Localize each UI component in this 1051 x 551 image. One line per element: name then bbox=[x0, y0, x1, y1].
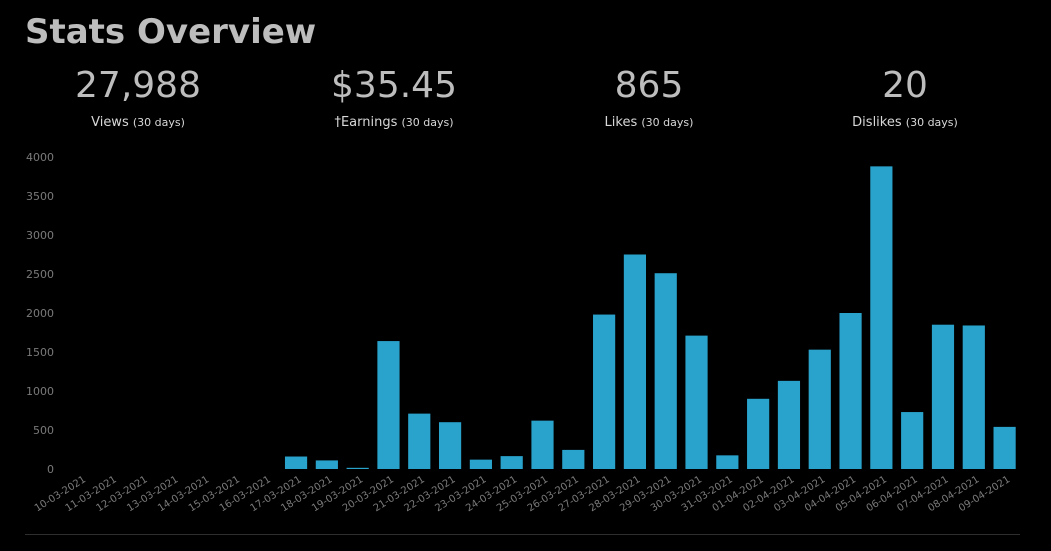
bar-20-03-2021 bbox=[377, 341, 400, 469]
y-tick-label: 3500 bbox=[26, 190, 54, 203]
dislikes-period: (30 days) bbox=[905, 116, 958, 129]
stat-dislikes: 20 Dislikes (30 days) bbox=[795, 62, 1015, 130]
bar-26-03-2021 bbox=[562, 449, 585, 469]
dislikes-caption: Dislikes (30 days) bbox=[795, 115, 1015, 130]
bar-05-04-2021 bbox=[870, 166, 893, 470]
y-tick-label: 1000 bbox=[26, 385, 54, 398]
y-tick-label: 2500 bbox=[26, 268, 54, 281]
bars bbox=[284, 166, 1016, 470]
likes-label: Likes bbox=[604, 115, 638, 130]
earnings-value: $35.45 bbox=[331, 65, 457, 106]
dislikes-label: Dislikes bbox=[852, 115, 902, 130]
y-tick-label: 2000 bbox=[26, 307, 54, 320]
y-tick-label: 4000 bbox=[26, 151, 54, 164]
bar-31-03-2021 bbox=[716, 455, 739, 469]
dislikes-value: 20 bbox=[882, 65, 928, 106]
y-tick-label: 0 bbox=[47, 463, 54, 476]
y-tick-label: 500 bbox=[33, 424, 54, 437]
bar-23-03-2021 bbox=[469, 459, 492, 469]
earnings-label: †Earnings bbox=[334, 115, 398, 130]
bar-22-03-2021 bbox=[438, 422, 462, 469]
bar-24-03-2021 bbox=[500, 456, 523, 469]
stat-likes: 865 Likes (30 days) bbox=[539, 62, 759, 130]
bar-02-04-2021 bbox=[777, 380, 801, 469]
bottom-divider bbox=[25, 534, 1020, 535]
bar-21-03-2021 bbox=[408, 413, 431, 469]
bar-19-03-2021 bbox=[346, 467, 369, 469]
y-axis: 0 500 1000 1500 2000 2500 3000 3500 4000 bbox=[26, 151, 54, 476]
views-value: 27,988 bbox=[75, 65, 201, 106]
bar-25-03-2021 bbox=[531, 420, 554, 469]
bar-17-03-2021 bbox=[284, 456, 308, 469]
views-period: (30 days) bbox=[132, 116, 185, 129]
bar-29-03-2021 bbox=[654, 273, 677, 469]
page-title: Stats Overview bbox=[25, 12, 317, 52]
earnings-caption: †Earnings (30 days) bbox=[284, 115, 504, 130]
bar-27-03-2021 bbox=[593, 314, 616, 469]
bar-01-04-2021 bbox=[747, 398, 770, 469]
stat-earnings: $35.45 †Earnings (30 days) bbox=[284, 62, 504, 130]
views-caption: Views (30 days) bbox=[28, 115, 248, 130]
stat-views: 27,988 Views (30 days) bbox=[28, 62, 248, 130]
likes-period: (30 days) bbox=[641, 116, 694, 129]
bar-30-03-2021 bbox=[685, 335, 708, 469]
views-label: Views bbox=[91, 115, 129, 130]
bar-04-04-2021 bbox=[839, 313, 862, 469]
bar-06-04-2021 bbox=[901, 412, 924, 469]
y-tick-label: 3000 bbox=[26, 229, 54, 242]
bar-07-04-2021 bbox=[931, 324, 955, 469]
x-axis: 10-03-202111-03-202112-03-202113-03-2021… bbox=[33, 474, 1012, 514]
likes-value: 865 bbox=[614, 65, 684, 106]
likes-caption: Likes (30 days) bbox=[539, 115, 759, 130]
bar-08-04-2021 bbox=[962, 325, 985, 469]
y-tick-label: 1500 bbox=[26, 346, 54, 359]
earnings-period: (30 days) bbox=[401, 116, 454, 129]
bar-09-04-2021 bbox=[993, 426, 1016, 469]
bar-18-03-2021 bbox=[315, 460, 338, 469]
bar-03-04-2021 bbox=[808, 349, 831, 469]
bar-28-03-2021 bbox=[623, 254, 647, 469]
